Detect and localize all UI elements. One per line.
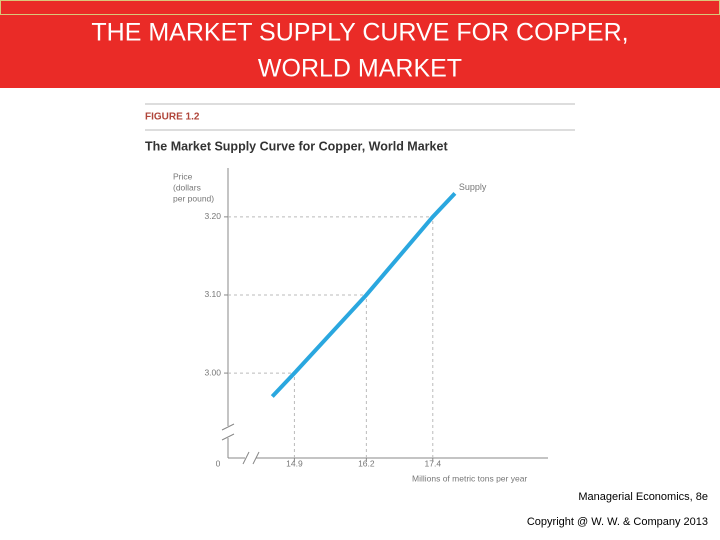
slide-title: WORLD MARKET [258,55,462,83]
origin-label: 0 [216,458,221,468]
y-axis-label: per pound) [173,193,214,203]
x-tick-label: 17.4 [425,458,442,468]
axis-break [221,423,235,441]
series-label: Supply [459,182,487,192]
y-axis-label: Price [173,171,193,181]
y-axis-label: (dollars [173,182,201,192]
footer-text: Copyright @ W. W. & Company 2013 [527,516,708,528]
y-tick-label: 3.20 [204,211,221,221]
series-line [270,192,457,398]
figure-label: FIGURE 1.2 [145,112,200,123]
x-tick-label: 14.9 [286,458,303,468]
slide-title: THE MARKET SUPPLY CURVE FOR COPPER, [91,19,628,47]
footer-text: Managerial Economics, 8e [578,491,708,503]
x-axis-label: Millions of metric tons per year [412,473,527,483]
y-tick-label: 3.10 [204,289,221,299]
x-tick-label: 16.2 [358,458,375,468]
axis-break [242,451,260,465]
chart-title: The Market Supply Curve for Copper, Worl… [145,139,448,153]
y-tick-label: 3.00 [204,367,221,377]
